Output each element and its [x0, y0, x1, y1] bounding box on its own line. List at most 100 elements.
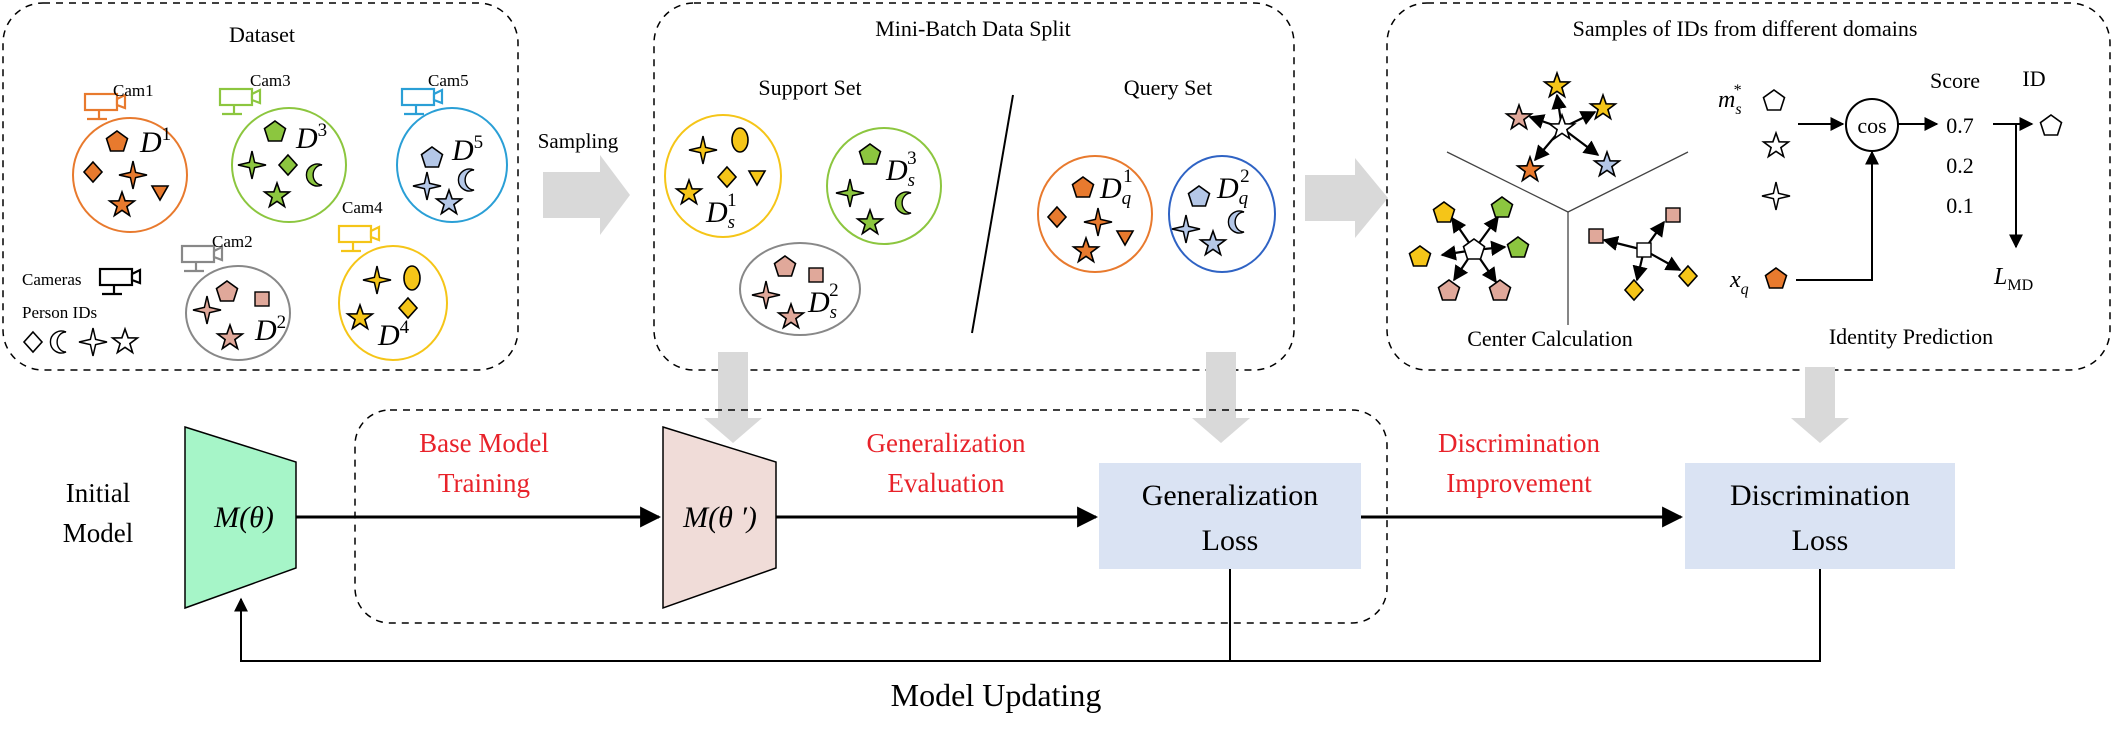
star5-icon — [1589, 94, 1617, 120]
minibatch-panel-border — [653, 2, 1295, 371]
pentagon-center-icon — [1462, 238, 1486, 260]
star4-icon — [751, 280, 781, 310]
domain-1-label: D1 — [139, 124, 171, 159]
domain-4-label: D4 — [377, 317, 410, 352]
down-arrow-support — [704, 352, 762, 443]
cos-label: cos — [1857, 113, 1886, 138]
support-set-2-label: Ds2 — [807, 280, 839, 323]
diamond-icon — [83, 161, 103, 183]
support-set-label: Support Set — [758, 75, 861, 100]
score-2: 0.2 — [1946, 153, 1974, 178]
pentagon-icon — [1490, 196, 1514, 218]
star5-icon — [1199, 230, 1227, 256]
split-divider — [971, 94, 1014, 334]
moon-legend-icon — [49, 330, 67, 354]
star4-icon — [1171, 214, 1201, 244]
star4-legend-icon — [78, 327, 108, 357]
moon-icon — [1227, 210, 1245, 234]
star5-icon — [216, 324, 244, 350]
camera-4-icon — [337, 224, 381, 253]
triangle-icon — [1116, 230, 1134, 246]
gen-loss-line2: Loss — [1202, 524, 1259, 557]
legend-cameras-label: Cameras — [22, 270, 81, 289]
disc-loss-line2: Loss — [1792, 524, 1849, 557]
domain-5-label: D5 — [451, 132, 483, 167]
star4-icon — [118, 160, 148, 190]
ms-star-label: ms* — [1718, 82, 1742, 118]
base-training-line2: Training — [438, 468, 530, 498]
gen-loss-line1: Generalization — [1142, 479, 1319, 512]
triangle-icon — [748, 170, 766, 186]
cam5-label: Cam5 — [428, 71, 469, 90]
square-icon — [1665, 207, 1681, 223]
star5-icon — [263, 182, 291, 208]
support-set-3-label: Ds3 — [885, 148, 917, 191]
pentagon-icon — [105, 130, 129, 152]
minibatch-title: Mini-Batch Data Split — [875, 16, 1071, 41]
star5-icon — [1593, 151, 1621, 177]
domain-3-ellipse — [231, 107, 347, 223]
gen-eval-line1: Generalization — [867, 428, 1026, 458]
model-theta-block — [184, 425, 297, 610]
moon-icon — [305, 163, 323, 187]
domain-5-ellipse — [396, 107, 508, 223]
model-theta-label: M(θ) — [213, 501, 274, 534]
disc-loss-line1: Discrimination — [1730, 479, 1910, 512]
support-set-3-ellipse — [826, 127, 942, 245]
pentagon-icon — [1187, 185, 1211, 207]
model-theta-prime-label: M(θ ′) — [682, 501, 757, 534]
pentagon-icon — [1408, 245, 1432, 267]
pentagon-icon — [1506, 236, 1530, 258]
query-set-label: Query Set — [1124, 75, 1213, 100]
domain-4-ellipse — [338, 245, 448, 361]
samples-title: Samples of IDs from different domains — [1573, 16, 1918, 41]
star4-icon — [412, 171, 442, 201]
center-calculation-label: Center Calculation — [1467, 326, 1633, 351]
query-set-2-ellipse — [1168, 155, 1276, 273]
minibatch-panel: Mini-Batch Data Split Support Set Query … — [653, 2, 1295, 371]
model-theta-prime-block — [662, 425, 777, 610]
pentagon-icon — [1488, 279, 1512, 301]
lmd-label: LMD — [1993, 264, 2033, 294]
score-3: 0.1 — [1946, 193, 1974, 218]
domain-1-ellipse — [72, 117, 188, 233]
star5-icon — [346, 304, 374, 330]
predicted-id-icon — [2039, 114, 2063, 136]
model-updating-arrow — [234, 569, 1821, 662]
diamond-icon — [1678, 265, 1698, 287]
sampling-arrow — [543, 155, 630, 235]
ellipse-icon — [731, 127, 749, 153]
diamond-icon — [278, 154, 298, 176]
cam4-label: Cam4 — [342, 198, 383, 217]
triangle-icon — [151, 185, 169, 201]
pentagon-icon — [420, 146, 444, 168]
square-icon — [1588, 228, 1604, 244]
query-to-cos-arrow — [1796, 150, 1879, 281]
star4-icon — [362, 265, 392, 295]
star5-icon — [856, 209, 884, 235]
star5-icon — [1505, 104, 1533, 130]
pentagon-icon — [215, 280, 239, 302]
query-set-2-label: Dq2 — [1216, 166, 1250, 209]
diamond-legend-icon — [23, 331, 43, 353]
partition-line — [1567, 151, 1689, 213]
star4-icon — [237, 150, 267, 180]
camera-3-icon — [218, 87, 262, 116]
dataset-panel-border — [2, 2, 519, 371]
legend-ids-label: Person IDs — [22, 303, 97, 322]
down-arrow-identity — [1791, 367, 1849, 443]
star4-icon — [835, 178, 865, 208]
diamond-icon — [1624, 279, 1644, 301]
dataset-panel: Dataset Cam1 D1 Cam3 D3 Cam5 D5 Cam2 — [2, 2, 519, 371]
sampling-label: Sampling — [538, 129, 619, 153]
disc-improve-line2: Improvement — [1446, 468, 1592, 498]
pentagon-icon — [1437, 279, 1461, 301]
diamond-icon — [1047, 206, 1067, 228]
star5-icon — [777, 303, 805, 329]
xq-label: xq — [1729, 267, 1749, 298]
ellipse-icon — [403, 265, 421, 291]
score-1: 0.7 — [1946, 113, 1974, 138]
star5-icon — [1072, 237, 1100, 263]
domain-2-ellipse — [185, 265, 291, 361]
